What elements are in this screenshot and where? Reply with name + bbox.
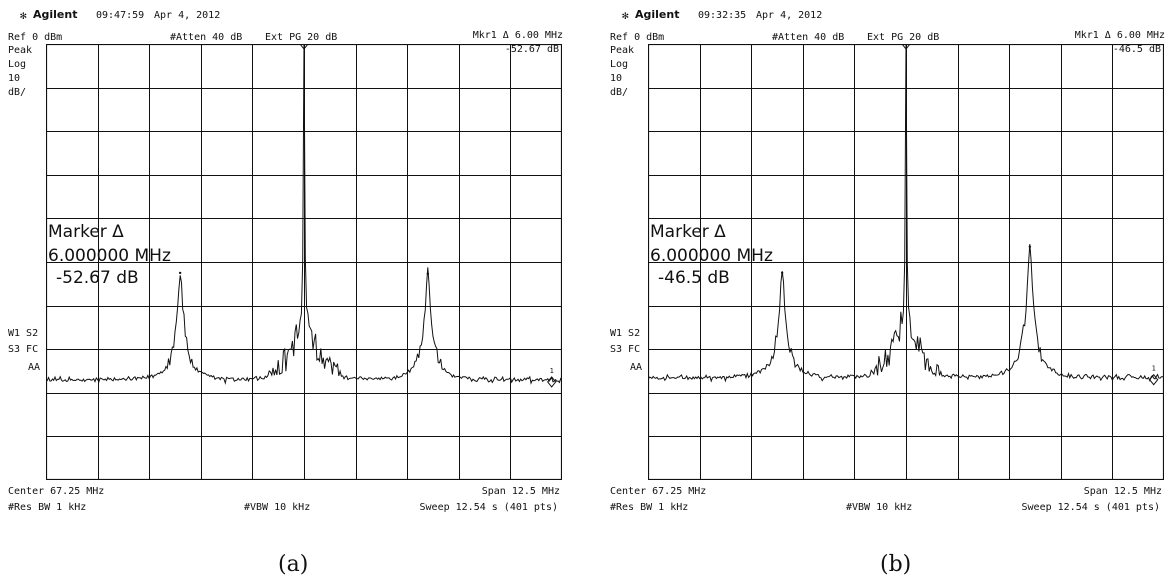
res-bw-label: #Res BW 1 kHz [610, 502, 689, 513]
marker-readout-delta: -46.5 dB [1112, 44, 1161, 55]
trace-mode-label-2: S3 FC [8, 344, 39, 355]
marker-1-diamond [547, 376, 557, 388]
marker-1-diamond [1149, 373, 1159, 386]
res-bw-label: #Res BW 1 kHz [8, 502, 87, 513]
scale-value-label: 10 [8, 73, 21, 84]
vbw-label: #VBW 10 kHz [244, 502, 311, 513]
annotation-marker-title: Marker Δ [48, 222, 124, 242]
trace-mode-label-2: S3 FC [610, 344, 641, 355]
detector-label: Peak [610, 45, 635, 56]
center-frequency: Center 67.25 MHz [610, 486, 707, 497]
brand-label: Agilent [33, 8, 78, 21]
annotation-marker-delta: -46.5 dB [658, 268, 730, 288]
annotation-marker-delta: -52.67 dB [56, 268, 139, 288]
scale-type-label: Log [8, 59, 27, 70]
ext-pg-label: Ext PG 20 dB [265, 32, 338, 43]
marker-readout-delta: -52.67 dB [504, 44, 559, 55]
ext-pg-label: Ext PG 20 dB [867, 32, 940, 43]
spectrum-plot: 1R1 [45, 29, 563, 481]
marker-readout-freq: Mkr1 Δ 6.00 MHz [1074, 30, 1165, 41]
caption-a: (a) [278, 552, 309, 577]
scale-value-label: 10 [610, 73, 623, 84]
header-date: Apr 4, 2012 [756, 10, 823, 21]
trace-mode-label-1: W1 S2 [8, 328, 39, 339]
annotation-marker-freq: 6.000000 MHz [650, 246, 773, 266]
center-frequency: Center 67.25 MHz [8, 486, 105, 497]
peak-point-2 [904, 42, 908, 46]
atten-label: #Atten 40 dB [772, 32, 845, 43]
ref-level: Ref 0 dBm [610, 32, 665, 43]
caption-b: (b) [880, 552, 912, 577]
sweep-label: Sweep 12.54 s (401 pts) [1021, 502, 1160, 513]
peak-point-2 [302, 42, 306, 46]
ref-level: Ref 0 dBm [8, 32, 63, 43]
sweep-label: Sweep 12.54 s (401 pts) [419, 502, 558, 513]
peak-point-1 [780, 271, 784, 275]
span-label: Span 12.5 MHz [481, 486, 560, 497]
header-time: 09:32:35 [698, 10, 747, 21]
peak-point-1 [178, 271, 182, 275]
detector-label: Peak [8, 45, 33, 56]
scale-unit-label: dB/ [8, 87, 27, 98]
agilent-logo-icon: ✻ [622, 9, 629, 22]
brand-label: Agilent [635, 8, 680, 21]
atten-label: #Atten 40 dB [170, 32, 243, 43]
spectrum-plot: 1R1 [647, 29, 1165, 481]
scale-type-label: Log [610, 59, 629, 70]
analyzer-panel-b: ✻ Agilent 09:32:35 Apr 4, 2012 Mkr1 Δ 6.… [602, 0, 1170, 588]
peak-point-3 [1028, 245, 1032, 248]
annotation-marker-title: Marker Δ [650, 222, 726, 242]
trace-mode-label-3: AA [630, 362, 643, 373]
span-label: Span 12.5 MHz [1083, 486, 1162, 497]
trace-mode-label-3: AA [28, 362, 41, 373]
agilent-logo-icon: ✻ [20, 9, 27, 22]
scale-unit-label: dB/ [610, 87, 629, 98]
marker-readout-freq: Mkr1 Δ 6.00 MHz [472, 30, 563, 41]
marker-1-label: 1 [1152, 365, 1156, 373]
annotation-marker-freq: 6.000000 MHz [48, 246, 171, 266]
vbw-label: #VBW 10 kHz [846, 502, 913, 513]
marker-1-label: 1 [550, 367, 554, 375]
peak-point-3 [426, 272, 430, 275]
header-date: Apr 4, 2012 [154, 10, 221, 21]
analyzer-panel-a: ✻ Agilent 09:47:59 Apr 4, 2012 Mkr1 Δ 6.… [0, 0, 570, 588]
trace-mode-label-1: W1 S2 [610, 328, 641, 339]
header-time: 09:47:59 [96, 10, 145, 21]
